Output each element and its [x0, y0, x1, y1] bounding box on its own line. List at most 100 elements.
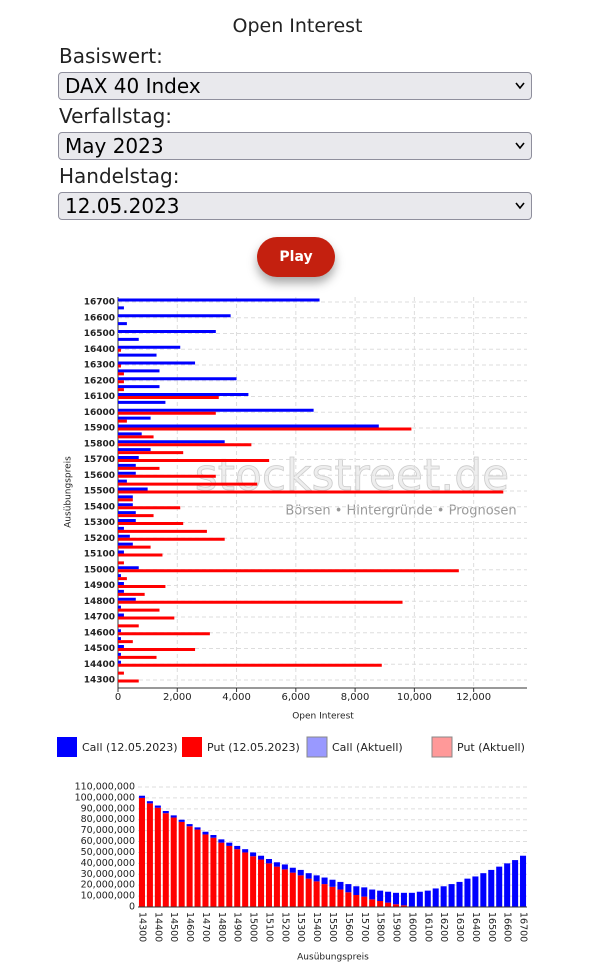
- y-tick-label: 15100: [84, 550, 115, 560]
- x-tick-label: 16300: [454, 912, 465, 942]
- bar: [118, 542, 133, 546]
- bar: [118, 645, 124, 648]
- x-tick-label: 6,000: [282, 692, 311, 703]
- bar: [118, 663, 382, 667]
- bar: [118, 416, 151, 420]
- y-tick-label: 16000: [84, 408, 115, 418]
- page-title: Open Interest: [232, 15, 363, 37]
- bar: [118, 613, 124, 617]
- bar: [329, 886, 336, 907]
- legend-label: Call (12.05.2023): [82, 741, 178, 754]
- y-tick-label: 30,000,000: [81, 869, 135, 880]
- bar: [118, 569, 459, 573]
- field-label: Basiswert:: [59, 44, 163, 68]
- select-value: DAX 40 Index: [65, 74, 201, 98]
- y-tick-label: 60,000,000: [81, 836, 135, 847]
- bar: [281, 869, 288, 907]
- y-tick-label: 20,000,000: [81, 880, 135, 891]
- bar: [273, 862, 280, 867]
- bar: [118, 608, 160, 612]
- bar: [170, 815, 177, 818]
- select[interactable]: May 2023: [58, 132, 532, 160]
- bar: [504, 863, 511, 907]
- y-tick-label: 16500: [84, 329, 115, 339]
- bar: [118, 574, 121, 578]
- bar: [118, 330, 216, 333]
- bar: [162, 811, 169, 814]
- bar: [118, 427, 412, 431]
- y-tick-label: 90,000,000: [81, 803, 135, 814]
- bar: [118, 550, 124, 554]
- bar: [118, 640, 133, 644]
- x-tick-label: 14300: [136, 912, 147, 942]
- x-tick-label: 15200: [279, 912, 290, 942]
- legend-label: Call (Aktuell): [332, 741, 403, 754]
- x-tick-label: 15000: [248, 912, 259, 942]
- bar: [281, 864, 288, 870]
- bar: [118, 597, 136, 601]
- bar: [400, 905, 407, 907]
- x-tick-label: 15300: [295, 912, 306, 942]
- y-tick-label: 16200: [84, 376, 115, 386]
- x-axis-title: Ausübungspreis: [297, 953, 369, 963]
- bar: [118, 372, 124, 376]
- bar: [118, 393, 249, 396]
- bar: [118, 679, 139, 683]
- bar: [118, 655, 157, 659]
- bar: [118, 448, 151, 452]
- bar: [118, 511, 136, 515]
- bar: [472, 876, 479, 907]
- bar: [520, 855, 527, 907]
- bar: [250, 852, 257, 857]
- x-tick-label: 14600: [184, 912, 195, 942]
- y-tick-label: 15300: [84, 518, 115, 528]
- bar: [432, 888, 439, 907]
- bar: [118, 616, 175, 620]
- bar: [464, 878, 471, 907]
- bar: [456, 881, 463, 907]
- bar: [385, 891, 392, 903]
- bar: [313, 881, 320, 907]
- y-tick-label: 15000: [84, 565, 115, 575]
- bar: [118, 369, 160, 373]
- watermark-subtitle: Börsen • Hintergründe • Prognosen: [285, 504, 516, 519]
- bar: [265, 863, 273, 907]
- x-tick-label: 16700: [518, 912, 529, 942]
- y-tick-label: 15400: [84, 502, 115, 512]
- x-tick-label: 16500: [486, 912, 497, 942]
- legend-label: Put (Aktuell): [457, 741, 525, 754]
- x-tick-label: 14400: [152, 912, 163, 942]
- bar: [242, 852, 249, 907]
- bar: [226, 842, 233, 846]
- bar: [178, 819, 185, 822]
- legend-swatch: [306, 736, 328, 758]
- bar: [118, 388, 124, 392]
- y-tick-label: 14300: [84, 676, 115, 686]
- select[interactable]: 12.05.2023: [58, 192, 532, 220]
- y-tick-label: 16700: [84, 298, 115, 308]
- bar: [400, 892, 407, 906]
- bar: [118, 364, 121, 368]
- select-value: 12.05.2023: [65, 194, 180, 218]
- y-tick-label: 15900: [84, 424, 115, 434]
- bar: [118, 605, 121, 609]
- bar: [118, 490, 504, 494]
- x-tick-label: 10,000: [397, 692, 432, 703]
- bar: [118, 534, 130, 538]
- chevron: [515, 142, 525, 150]
- bar: [118, 419, 127, 423]
- bar: [118, 353, 157, 357]
- y-tick-label: 16600: [84, 313, 115, 323]
- bar: [408, 892, 415, 907]
- bar: [345, 892, 352, 907]
- x-tick-label: 15800: [375, 912, 386, 942]
- y-tick-label: 15200: [84, 534, 115, 544]
- bar: [345, 884, 352, 893]
- bar: [258, 855, 265, 860]
- bar: [118, 348, 121, 352]
- play-button[interactable]: Play: [257, 237, 335, 277]
- select[interactable]: DAX 40 Index: [58, 72, 532, 100]
- bar: [118, 435, 154, 439]
- bar: [305, 873, 312, 879]
